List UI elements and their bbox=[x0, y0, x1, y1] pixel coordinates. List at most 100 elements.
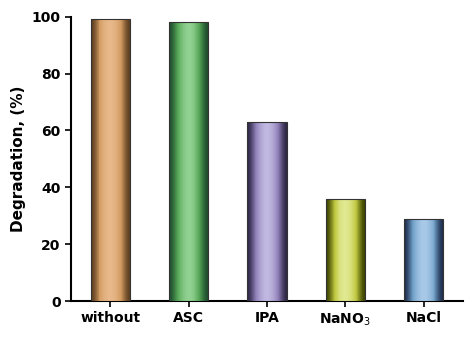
Bar bbox=[100, 19, 101, 301]
Bar bbox=[434, 219, 435, 301]
Bar bbox=[263, 122, 264, 301]
Bar bbox=[342, 199, 343, 301]
Bar bbox=[196, 22, 198, 301]
Bar bbox=[95, 19, 96, 301]
Bar bbox=[441, 219, 442, 301]
Bar bbox=[202, 22, 203, 301]
Bar bbox=[176, 22, 177, 301]
Bar bbox=[350, 199, 351, 301]
Bar bbox=[177, 22, 178, 301]
Bar bbox=[178, 22, 179, 301]
Bar bbox=[354, 199, 355, 301]
Bar bbox=[435, 219, 436, 301]
Bar bbox=[258, 122, 259, 301]
Bar bbox=[357, 199, 358, 301]
Bar bbox=[276, 122, 277, 301]
Bar bbox=[120, 19, 121, 301]
Bar bbox=[102, 19, 103, 301]
Bar bbox=[191, 22, 192, 301]
Y-axis label: Degradation, (%): Degradation, (%) bbox=[11, 86, 26, 232]
Bar bbox=[431, 219, 432, 301]
Bar bbox=[345, 199, 346, 301]
Bar bbox=[408, 219, 409, 301]
Bar bbox=[327, 199, 328, 301]
Bar bbox=[438, 219, 439, 301]
Bar bbox=[252, 122, 253, 301]
Bar bbox=[112, 19, 113, 301]
Bar bbox=[411, 219, 412, 301]
Bar bbox=[108, 19, 109, 301]
Bar bbox=[204, 22, 205, 301]
Bar bbox=[92, 19, 93, 301]
Bar bbox=[253, 122, 254, 301]
Bar bbox=[337, 199, 338, 301]
Bar bbox=[188, 22, 189, 301]
Bar bbox=[359, 199, 360, 301]
Bar bbox=[420, 219, 421, 301]
Bar bbox=[333, 199, 334, 301]
Bar bbox=[340, 199, 341, 301]
Bar bbox=[336, 199, 337, 301]
Bar bbox=[268, 122, 269, 301]
Bar bbox=[173, 22, 174, 301]
Bar bbox=[169, 22, 208, 301]
Bar bbox=[247, 122, 287, 301]
Bar bbox=[343, 199, 345, 301]
Bar bbox=[341, 199, 342, 301]
Bar bbox=[416, 219, 417, 301]
Bar bbox=[265, 122, 266, 301]
Bar bbox=[201, 22, 202, 301]
Bar bbox=[326, 199, 327, 301]
Bar bbox=[129, 19, 130, 301]
Bar bbox=[440, 219, 441, 301]
Bar bbox=[174, 22, 175, 301]
Bar bbox=[270, 122, 271, 301]
Bar bbox=[91, 19, 130, 301]
Bar bbox=[346, 199, 347, 301]
Bar bbox=[330, 199, 331, 301]
Bar bbox=[199, 22, 200, 301]
Bar bbox=[404, 219, 443, 301]
Bar bbox=[439, 219, 440, 301]
Bar bbox=[437, 219, 438, 301]
Bar bbox=[277, 122, 278, 301]
Bar bbox=[105, 19, 106, 301]
Bar bbox=[122, 19, 123, 301]
Bar bbox=[200, 22, 201, 301]
Bar bbox=[278, 122, 279, 301]
Bar bbox=[279, 122, 280, 301]
Bar bbox=[424, 219, 425, 301]
Bar bbox=[127, 19, 128, 301]
Bar bbox=[422, 219, 423, 301]
Bar bbox=[113, 19, 114, 301]
Bar bbox=[169, 22, 170, 301]
Bar bbox=[203, 22, 204, 301]
Bar bbox=[275, 122, 276, 301]
Bar bbox=[404, 219, 405, 301]
Bar bbox=[251, 122, 252, 301]
Bar bbox=[124, 19, 125, 301]
Bar bbox=[418, 219, 419, 301]
Bar bbox=[175, 22, 176, 301]
Bar bbox=[286, 122, 287, 301]
Bar bbox=[358, 199, 359, 301]
Bar bbox=[179, 22, 180, 301]
Bar bbox=[412, 219, 413, 301]
Bar bbox=[187, 22, 188, 301]
Bar bbox=[101, 19, 102, 301]
Bar bbox=[170, 22, 171, 301]
Bar bbox=[117, 19, 118, 301]
Bar bbox=[96, 19, 97, 301]
Bar bbox=[262, 122, 263, 301]
Bar bbox=[260, 122, 261, 301]
Bar bbox=[107, 19, 108, 301]
Bar bbox=[419, 219, 420, 301]
Bar bbox=[355, 199, 356, 301]
Bar bbox=[328, 199, 330, 301]
Bar bbox=[255, 122, 256, 301]
Bar bbox=[406, 219, 407, 301]
Bar bbox=[181, 22, 182, 301]
Bar bbox=[339, 199, 340, 301]
Bar bbox=[415, 219, 416, 301]
Bar bbox=[206, 22, 207, 301]
